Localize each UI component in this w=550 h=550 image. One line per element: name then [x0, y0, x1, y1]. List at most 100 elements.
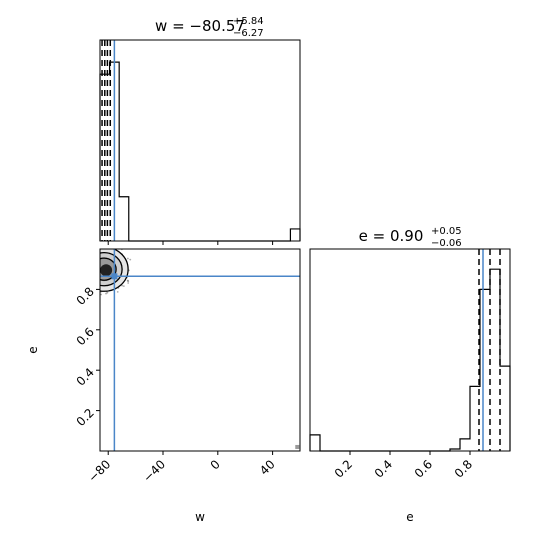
- density-point: [85, 274, 87, 276]
- density-point: [83, 274, 85, 276]
- density-point: [87, 259, 89, 261]
- title-e: e = 0.90: [359, 227, 424, 245]
- density-point: [76, 275, 78, 277]
- contour-line-1: [100, 251, 123, 287]
- title-w-upper: +5.84: [233, 16, 264, 27]
- density-point: [78, 263, 80, 265]
- xtick-label-2d-0: −80: [86, 457, 114, 485]
- density-point: [87, 264, 89, 266]
- contour-line-0: [100, 249, 129, 292]
- density-point: [93, 281, 95, 283]
- density-point: [87, 259, 89, 261]
- density-point: [85, 275, 87, 277]
- density-point: [89, 258, 91, 260]
- density-point: [90, 271, 92, 273]
- xtick-label-2d-1: −40: [140, 457, 168, 485]
- density-point: [93, 255, 95, 257]
- density-point: [100, 293, 103, 296]
- ylabel-e: e: [26, 346, 40, 353]
- ytick-label-2d-0: 0.2: [74, 406, 97, 429]
- density-point: [85, 262, 87, 264]
- hist-w-panel: [99, 39, 301, 245]
- density-outlier: [295, 444, 300, 449]
- hist-e-bars: [309, 268, 511, 452]
- density-point: [88, 259, 90, 261]
- density-point: [75, 274, 77, 276]
- hist-e-panel: 0.2 0.4 0.6 0.8: [309, 248, 511, 481]
- density-point: [122, 285, 125, 288]
- title-w-lower: −6.27: [233, 28, 264, 39]
- density-point: [103, 245, 105, 247]
- density-point: [93, 253, 95, 255]
- density-point: [126, 279, 129, 282]
- density-point: [105, 292, 107, 295]
- xlabel-e: e: [406, 510, 413, 524]
- density-point: [89, 248, 91, 250]
- density-w-e-panel: −80 −40 0 40 0.2 0.4 0.6 0.8: [74, 244, 301, 485]
- density-point: [89, 268, 91, 270]
- density-point: [97, 247, 99, 249]
- title-e-median: 0.90: [390, 227, 423, 245]
- density-point: [80, 275, 82, 277]
- density-point: [85, 265, 87, 267]
- density-point: [89, 259, 91, 261]
- panel-frame-2d: [99, 248, 301, 452]
- density-point: [86, 251, 88, 253]
- xtick-label-e-0: 0.2: [332, 457, 355, 480]
- panel-frame-e: [309, 248, 511, 452]
- density-point: [85, 278, 87, 280]
- density-point: [98, 259, 100, 261]
- density-point: [87, 274, 89, 276]
- contour-fill-core: [100, 264, 113, 277]
- density-point: [96, 256, 98, 258]
- truth-marker: [111, 273, 118, 280]
- title-e-lower: −0.06: [431, 238, 462, 249]
- xtick-label-e-2: 0.6: [412, 457, 435, 480]
- ytick-label-2d-3: 0.8: [74, 284, 97, 307]
- title-e-upper: +0.05: [431, 226, 462, 237]
- density-point: [85, 271, 87, 273]
- density-point: [76, 261, 78, 263]
- density-point: [96, 271, 98, 273]
- density-point: [82, 269, 84, 271]
- density-point: [87, 279, 89, 281]
- title-w-median: −80.57: [189, 17, 245, 35]
- density-point: [84, 268, 86, 270]
- density-point: [84, 275, 86, 277]
- density-point: [79, 269, 81, 271]
- density-cloud: [75, 244, 300, 449]
- xtick-label-e-3: 0.8: [452, 457, 475, 480]
- density-point: [97, 269, 99, 271]
- density-point: [116, 290, 119, 293]
- density-point: [78, 275, 80, 277]
- title-w: w = −80.57: [155, 17, 245, 35]
- density-point: [90, 272, 92, 274]
- density-point: [89, 270, 91, 272]
- density-point: [129, 258, 132, 261]
- contour-line-2: [100, 257, 117, 281]
- density-point: [79, 277, 81, 279]
- xlabel-w: w: [195, 510, 205, 524]
- density-point: [98, 291, 100, 293]
- hist-w-bars: [99, 61, 301, 242]
- density-point: [97, 260, 99, 262]
- density-point: [127, 282, 130, 284]
- panel-frame-w: [99, 39, 301, 242]
- density-point: [95, 273, 97, 275]
- density-point: [94, 249, 96, 251]
- xtick-label-2d-3: 40: [257, 457, 278, 478]
- title-w-text: w =: [155, 17, 189, 35]
- density-point: [95, 271, 97, 273]
- density-point: [93, 282, 95, 284]
- density-point: [96, 282, 98, 284]
- density-point: [97, 263, 99, 265]
- ytick-label-2d-1: 0.4: [74, 365, 97, 388]
- density-point: [110, 244, 112, 246]
- density-point: [126, 257, 129, 260]
- density-point: [92, 275, 94, 277]
- title-e-text: e =: [359, 227, 390, 245]
- ytick-label-2d-2: 0.6: [74, 325, 97, 348]
- xtick-label-e-1: 0.4: [372, 457, 395, 480]
- density-point: [77, 262, 79, 264]
